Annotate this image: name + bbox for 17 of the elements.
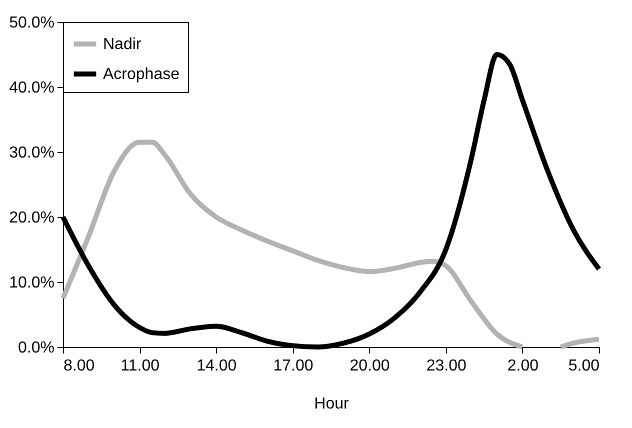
y-tick-label: 50.0% <box>9 14 54 32</box>
x-tick-label: 8.00 <box>64 358 95 374</box>
legend-label: Nadir <box>103 36 142 53</box>
x-axis-title: Hour <box>314 396 350 412</box>
legend-label: Acrophase <box>103 66 180 83</box>
y-tick-label: 0.0% <box>18 340 54 356</box>
y-tick-label: 10.0% <box>9 274 54 292</box>
x-tick-label: 5.00 <box>568 358 600 374</box>
y-tick-label: 20.0% <box>9 210 54 226</box>
x-tick-label: 11.00 <box>120 358 160 374</box>
y-tick-label: 40.0% <box>9 80 54 96</box>
x-tick-label: 17.00 <box>273 358 314 374</box>
x-tick-label: 23.00 <box>426 358 466 374</box>
x-tick-label: 20.00 <box>350 358 390 374</box>
x-tick-label: 2.00 <box>507 358 539 374</box>
x-tick-label: 14.00 <box>196 358 237 374</box>
y-tick-label: 30.0% <box>9 144 54 162</box>
